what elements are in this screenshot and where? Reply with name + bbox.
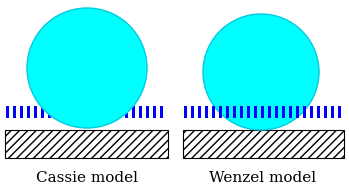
Bar [303, 106, 306, 118]
Bar [76, 106, 79, 118]
Text: Wenzel model: Wenzel model [209, 171, 317, 185]
Circle shape [203, 14, 319, 130]
Bar [27, 106, 30, 118]
Bar [289, 106, 292, 118]
Bar [331, 106, 334, 118]
Bar [132, 106, 135, 118]
Bar [183, 130, 344, 158]
Bar [118, 106, 121, 118]
Bar [338, 106, 341, 118]
Bar [48, 106, 51, 118]
Bar [97, 106, 100, 118]
Bar [62, 106, 65, 118]
Bar [90, 106, 93, 118]
Bar [153, 106, 156, 118]
Bar [226, 106, 229, 118]
Bar [160, 106, 163, 118]
Bar [55, 106, 58, 118]
Bar [83, 106, 86, 118]
Bar [20, 106, 23, 118]
Bar [198, 106, 201, 118]
Bar [275, 106, 278, 118]
Bar [5, 130, 168, 158]
Bar [296, 106, 299, 118]
Bar [146, 106, 149, 118]
Bar [41, 106, 44, 118]
Bar [104, 106, 107, 118]
Bar [6, 106, 9, 118]
Text: Cassie model: Cassie model [36, 171, 138, 185]
Bar [261, 106, 264, 118]
Bar [233, 106, 236, 118]
Bar [205, 106, 208, 118]
Bar [317, 106, 320, 118]
Bar [268, 106, 271, 118]
Bar [69, 106, 72, 118]
Bar [191, 106, 194, 118]
Bar [13, 106, 16, 118]
Bar [139, 106, 142, 118]
Bar [282, 106, 285, 118]
Bar [125, 106, 128, 118]
Bar [212, 106, 215, 118]
Bar [184, 106, 187, 118]
Bar [247, 106, 250, 118]
Circle shape [27, 8, 147, 128]
Bar [310, 106, 313, 118]
Bar [111, 106, 114, 118]
Bar [34, 106, 37, 118]
Bar [254, 106, 257, 118]
Bar [219, 106, 222, 118]
Bar [240, 106, 243, 118]
Bar [324, 106, 327, 118]
